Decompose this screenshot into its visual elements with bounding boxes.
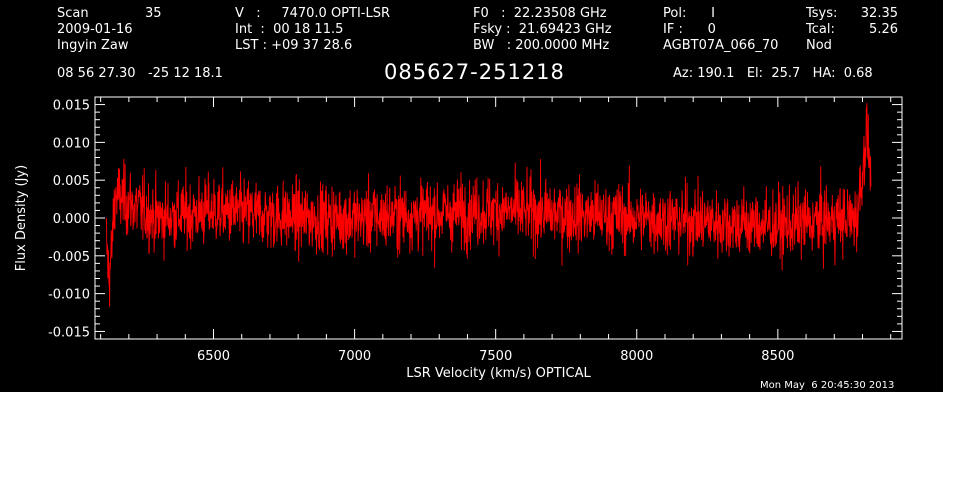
az-el-ha: Az: 190.1 El: 25.7 HA: 0.68 [673, 66, 873, 81]
rest-frequency: F0 : 22.23508 GHz [473, 6, 607, 21]
x-tick-label: 7000 [338, 349, 371, 364]
source-coordinates: 08 56 27.30 -25 12 18.1 [57, 66, 223, 81]
y-tick-label: 0.015 [53, 99, 90, 114]
y-tick-label: -0.005 [48, 250, 90, 265]
if-number: IF : 0 [663, 22, 716, 37]
sky-frequency: Fsky : 21.69423 GHz [473, 22, 612, 37]
x-tick-label: 8500 [761, 349, 794, 364]
polarization: Pol: I [663, 6, 715, 21]
source-name: 085627-251218 [384, 60, 565, 84]
spectrum-trace [105, 103, 872, 307]
scan-label: Scan [57, 6, 89, 21]
y-axis-label: Flux Density (Jy) [14, 165, 29, 271]
lst-info: LST : +09 37 28.6 [235, 38, 353, 53]
y-tick-label: -0.015 [48, 325, 90, 340]
bandwidth: BW : 200.0000 MHz [473, 38, 610, 53]
tcal-label: Tcal: [806, 22, 835, 37]
integration-time: Int : 00 18 11.5 [235, 22, 344, 37]
plot-panel: Scan 35 2009-01-16 Ingyin Zaw V : 7470.0… [0, 0, 943, 392]
tsys-label: Tsys: [806, 6, 838, 21]
y-tick-label: 0.005 [53, 174, 90, 189]
observer-name: Ingyin Zaw [57, 38, 129, 53]
project-id: AGBT07A_066_70 [663, 38, 779, 53]
scan-number: 35 [145, 6, 162, 21]
tsys-value: 32.35 [860, 6, 898, 21]
y-tick-label: -0.010 [48, 288, 90, 303]
y-tick-label: 0.010 [53, 136, 90, 151]
switching-mode: Nod [806, 38, 832, 53]
y-tick-label: 0.000 [53, 212, 90, 227]
tcal-value: 5.26 [869, 22, 898, 37]
velocity-info: V : 7470.0 OPTI-LSR [235, 6, 391, 21]
observation-date: 2009-01-16 [57, 22, 133, 37]
x-tick-label: 6500 [197, 349, 230, 364]
spectrum-chart: 6500 7000 7500 8000 8500 -0.015 -0.010 -0.005 0.… [14, 96, 903, 381]
x-axis-label: LSR Velocity (km/s) OPTICAL [406, 366, 591, 381]
plot-timestamp: Mon May 6 20:45:30 2013 [760, 380, 895, 391]
x-tick-label: 7500 [479, 349, 512, 364]
x-tick-label: 8000 [620, 349, 653, 364]
